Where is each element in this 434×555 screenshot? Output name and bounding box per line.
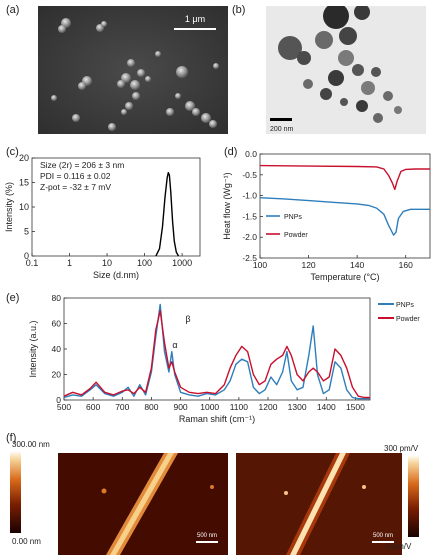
afm-scalebar-left: 500 nm [197,533,217,539]
x-tick-label: 100 [137,258,152,268]
sem-scalebar-label: 1 μm [185,14,205,24]
height-max-label: 300.00 nm [12,440,50,449]
x-tick-label: 1200 [259,402,278,412]
legend-label: PNPs [284,214,302,221]
y-tick-label: -2.0 [242,232,257,242]
plot-frame [63,297,371,401]
chart-size-distribution: 0.1 1 10 100 1000 0 5 10 15 20 Size (d.nm) Intensit… [4,153,201,280]
series-line-pnps [63,303,370,400]
panel-label-b: (b) [232,4,246,16]
x-tick-label: 140 [350,260,364,270]
y-tick-label: -1.0 [242,191,257,201]
x-tick-label: 1300 [288,402,307,412]
x-tick-label: 1100 [230,402,249,412]
series-line [155,172,180,257]
panel-label-c: (c) [6,146,19,158]
series-line-pnps [259,197,430,236]
y-tick-label: -0.5 [242,170,257,180]
afm-panel: 300.00 nm 0.00 nm 500 nm 500 nm 300 pm/V… [10,440,419,555]
phase-min-label: 0 pm/V [386,542,412,551]
dls-annotation: Z-pot = -32 ± 7 mV [40,182,111,192]
y-tick-label: 80 [52,293,62,303]
panel-label-e: (e) [6,292,20,304]
tem-micrograph: 200 nm [266,6,426,134]
raman-alpha-label: α [172,340,177,350]
dls-annotation: PDI = 0.116 ± 0.02 [40,171,111,181]
y-tick-label: 40 [52,344,62,354]
y-axis-label: Intensity (%) [4,182,14,232]
tem-scalebar-label: 200 nm [270,126,294,133]
x-tick-label: 10 [102,258,112,268]
y-tick-label: 20 [19,153,29,163]
x-tick-label: 800 [144,402,158,412]
panel-label-d: (d) [224,146,238,158]
y-tick-label: 20 [52,370,62,380]
chart-dsc: 100 120 140 160 0.0 -0.5 -1.0 -1.5 -2.0 -2.5 Tempe… [222,149,431,282]
x-tick-label: 600 [86,402,100,412]
x-tick-label: 900 [173,402,187,412]
series-line-powder [63,310,370,399]
x-tick-label: 100 [253,260,267,270]
panel-label-a: (a) [6,4,20,16]
afm-scalebar-right: 500 nm [373,533,393,539]
series-line-powder [259,164,430,191]
x-tick-label: 1000 [200,402,219,412]
height-min-label: 0.00 nm [12,537,41,546]
x-axis-label: Size (d.nm) [93,270,139,280]
x-tick-label: 0.1 [26,258,39,268]
y-tick-label: 60 [52,319,62,329]
x-tick-label: 1 [67,258,72,268]
phase-max-label: 300 pm/V [384,444,419,453]
x-tick-label: 120 [301,260,315,270]
dls-annotation: Size (2r) = 206 ± 3 nm [40,160,124,170]
x-tick-label: 1400 [317,402,336,412]
y-tick-label: 0.0 [245,149,257,159]
legend-label: PNPs [396,302,414,309]
plot-frame [259,153,431,259]
y-axis-label: Intensity (a.u.) [28,320,38,377]
chart-raman: 500 600 700 800 900 1000 1100 1200 1300 1400 1500 0… [28,293,420,424]
x-tick-label: 1000 [172,258,192,268]
x-tick-label: 1500 [346,402,365,412]
x-tick-label: 500 [57,402,71,412]
legend-label: Powder [284,232,308,239]
y-tick-label: 15 [19,178,29,188]
y-tick-label: 10 [19,202,29,212]
x-tick-label: 700 [115,402,129,412]
legend-label: Powder [396,316,420,323]
x-axis-label: Raman shift (cm⁻¹) [179,414,255,424]
y-axis-label: Heat flow (Wg⁻¹) [222,172,232,239]
x-axis-label: Temperature (°C) [310,272,379,282]
y-tick-label: 5 [24,227,29,237]
y-tick-label: -1.5 [242,211,257,221]
sem-micrograph: 1 μm [38,6,228,134]
panel-label-f: (f) [6,432,17,444]
x-tick-label: 160 [399,260,413,270]
raman-beta-label: β [185,314,190,324]
y-tick-label: -2.5 [242,253,257,263]
height-colorbar [10,451,21,533]
y-tick-label: 0 [56,395,61,405]
afm-height-image: 500 nm [58,453,228,555]
y-tick-label: 0 [24,251,29,261]
phase-colorbar [408,455,419,537]
afm-phase-image: 500 nm [236,453,402,555]
